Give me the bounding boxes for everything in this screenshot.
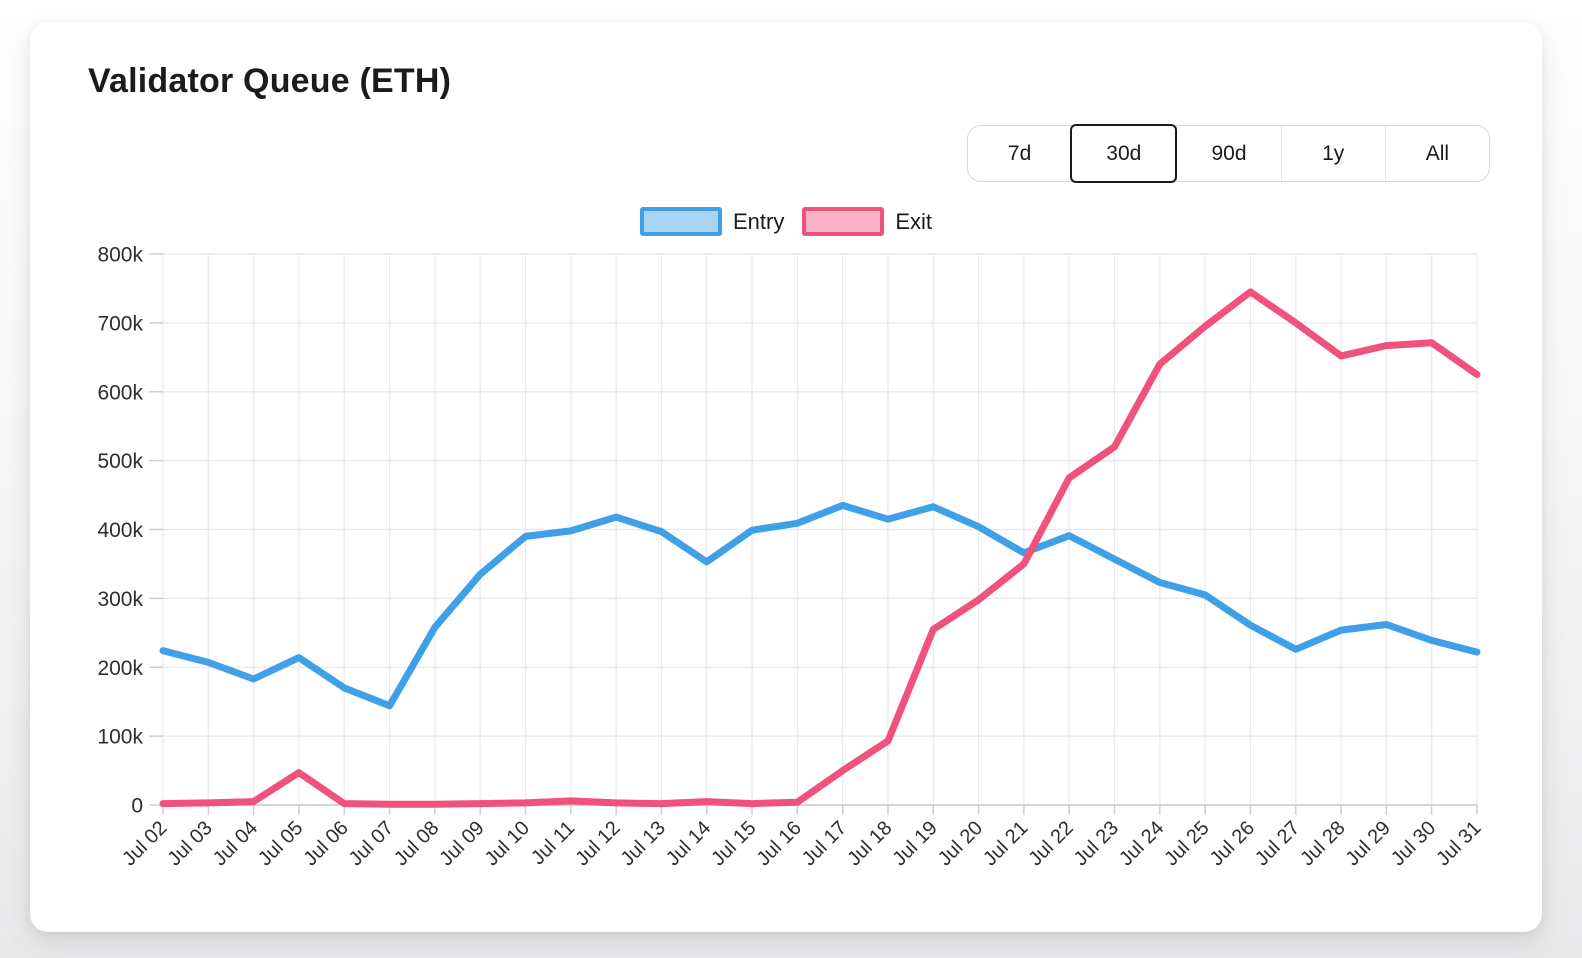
range-button-7d[interactable]: 7d <box>968 126 1071 181</box>
x-axis-label: Jul 12 <box>571 817 624 870</box>
y-axis-label: 300k <box>97 588 143 611</box>
range-button-30d[interactable]: 30d <box>1070 124 1178 183</box>
entry-swatch-icon <box>639 207 722 236</box>
time-range-selector: 7d 30d 90d 1y All <box>967 124 1490 183</box>
range-button-1y[interactable]: 1y <box>1280 126 1385 181</box>
x-axis-label: Jul 09 <box>435 817 488 870</box>
x-axis-label: Jul 13 <box>617 817 670 870</box>
y-axis-label: 800k <box>97 244 143 267</box>
x-axis-label: Jul 18 <box>843 817 896 870</box>
x-axis-label: Jul 28 <box>1296 817 1349 870</box>
range-button-90d[interactable]: 90d <box>1176 126 1280 181</box>
x-axis-label: Jul 10 <box>481 817 534 870</box>
x-axis-label: Jul 05 <box>254 817 307 870</box>
legend-item-entry[interactable]: Entry <box>639 207 785 236</box>
y-axis-label: 200k <box>97 657 143 680</box>
chart-card: Validator Queue (ETH) 7d 30d 90d 1y All Entr… <box>30 22 1542 932</box>
x-axis-label: Jul 19 <box>889 817 942 870</box>
chart-title: Validator Queue (ETH) <box>88 62 452 100</box>
legend-item-exit[interactable]: Exit <box>802 207 932 236</box>
x-axis-label: Jul 23 <box>1070 817 1123 870</box>
x-axis-label: Jul 20 <box>934 817 987 870</box>
x-axis-label: Jul 14 <box>662 817 715 870</box>
x-axis-label: Jul 11 <box>527 817 579 869</box>
range-button-all[interactable]: All <box>1384 126 1489 181</box>
legend-label: Exit <box>895 208 933 234</box>
legend-label: Entry <box>732 208 785 234</box>
y-axis-label: 500k <box>97 450 143 473</box>
x-axis-label: Jul 16 <box>753 817 806 870</box>
y-axis-label: 700k <box>97 312 143 335</box>
x-axis-label: Jul 15 <box>707 817 760 870</box>
x-axis-label: Jul 26 <box>1206 817 1259 870</box>
chart-legend: Entry Exit <box>30 207 1542 236</box>
x-axis-label: Jul 30 <box>1387 817 1440 870</box>
x-axis-label: Jul 27 <box>1251 817 1304 870</box>
exit-swatch-icon <box>802 207 885 236</box>
x-axis-label: Jul 07 <box>345 817 398 870</box>
x-axis-label: Jul 02 <box>118 817 171 870</box>
x-axis-label: Jul 31 <box>1432 817 1485 870</box>
exit-line <box>159 288 1481 808</box>
y-axis-label: 100k <box>97 726 143 749</box>
x-axis-label: Jul 08 <box>390 817 443 870</box>
x-axis-label: Jul 21 <box>979 817 1032 870</box>
x-axis-label: Jul 29 <box>1342 817 1395 870</box>
x-axis-label: Jul 22 <box>1024 817 1077 870</box>
entry-line <box>159 501 1481 710</box>
x-axis-label: Jul 03 <box>164 817 217 870</box>
x-axis-label: Jul 25 <box>1160 817 1213 870</box>
x-axis-label: Jul 24 <box>1115 817 1168 870</box>
y-axis-label: 600k <box>97 381 143 404</box>
y-axis-label: 0 <box>131 795 143 818</box>
x-axis-label: Jul 04 <box>209 817 262 870</box>
x-axis-label: Jul 06 <box>299 817 352 870</box>
x-axis-label: Jul 17 <box>798 817 851 870</box>
y-axis-label: 400k <box>97 519 143 542</box>
